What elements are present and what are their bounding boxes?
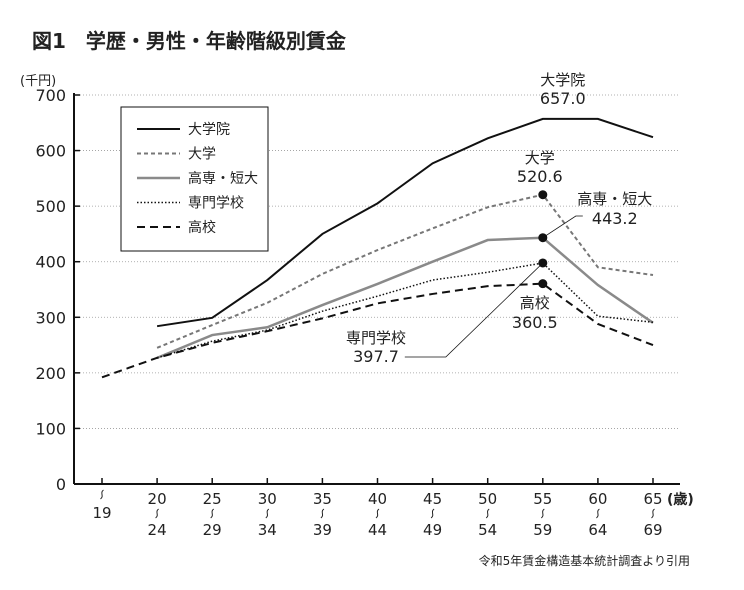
peak-marker [538, 190, 548, 200]
x-tick-label-top: 60 [588, 490, 607, 508]
y-tick-label: 400 [35, 253, 66, 272]
annotation-label: 大学 [525, 149, 555, 167]
x-tick-label-top: 25 [203, 490, 222, 508]
x-tick-label-bottom: 24 [148, 521, 167, 539]
x-tick-wave-icon [155, 508, 159, 519]
x-tick-wave-icon [210, 508, 215, 519]
y-axis-label: (千円) [20, 74, 56, 89]
x-tick-label-top: 20 [148, 490, 167, 508]
x-tick-label-bottom: 19 [92, 504, 111, 522]
chart-title: 図1 学歴・男性・年齢階級別賃金 [32, 29, 347, 53]
annotation-value: 397.7 [353, 347, 399, 366]
annotation-value: 443.2 [592, 209, 638, 228]
x-tick-wave-icon [375, 508, 380, 519]
annotation-value: 360.5 [512, 313, 558, 332]
legend-label: 大学 [188, 147, 216, 163]
annotation-label: 大学院 [540, 71, 585, 89]
annotation-label: 高専・短大 [577, 190, 652, 208]
x-tick-wave-icon [596, 508, 600, 519]
x-tick-wave-icon [320, 508, 325, 519]
x-tick-wave-icon [540, 508, 545, 519]
x-tick-label-top: 50 [478, 490, 497, 508]
x-tick-label-bottom: 34 [258, 521, 277, 539]
legend-label: 高専・短大 [188, 170, 258, 187]
x-tick-label-bottom: 39 [313, 521, 332, 539]
x-tick-label-bottom: 54 [478, 521, 497, 539]
x-tick-label-top: 30 [258, 490, 277, 508]
x-tick-label-bottom: 69 [643, 521, 662, 539]
series-line [101, 282, 654, 379]
y-tick-label: 300 [35, 308, 66, 327]
series-line [156, 236, 654, 360]
x-tick-label-top: 35 [313, 490, 332, 508]
x-tick-wave-icon [651, 508, 655, 519]
y-tick-label: 0 [56, 475, 66, 494]
legend-label: 高校 [188, 219, 216, 236]
peak-marker [538, 279, 548, 289]
x-tick-label-top: 45 [423, 490, 442, 508]
leader-line [404, 262, 544, 358]
x-tick-label-bottom: 29 [203, 521, 222, 539]
legend-label: 大学院 [188, 122, 230, 138]
x-tick-label-top: 40 [368, 490, 387, 508]
x-tick-wave-icon [100, 489, 104, 500]
annotation-value: 520.6 [517, 167, 563, 186]
x-tick-wave-icon [265, 508, 270, 519]
source-note: 令和5年賃金構造基本統計調査より引用 [479, 553, 690, 568]
x-axis-label: (歳) [667, 491, 694, 508]
x-tick-label-top: 65 [643, 490, 662, 508]
x-tick-label-bottom: 59 [533, 521, 552, 539]
x-tick-wave-icon [485, 508, 490, 519]
y-tick-label: 100 [35, 419, 66, 438]
leader-line [542, 215, 583, 239]
annotation-label: 専門学校 [346, 329, 406, 347]
x-tick-label-bottom: 44 [368, 521, 387, 539]
y-tick-label: 500 [35, 197, 66, 216]
y-tick-label: 600 [35, 142, 66, 161]
y-tick-label: 200 [35, 364, 66, 383]
x-tick-wave-icon [430, 508, 435, 519]
annotation-label: 高校 [520, 294, 550, 312]
x-tick-label-bottom: 49 [423, 521, 442, 539]
series-line [156, 117, 654, 328]
y-tick-label: 700 [35, 86, 66, 105]
x-tick-label-top: 55 [533, 490, 552, 508]
annotation-value: 657.0 [540, 89, 586, 108]
legend-label: 専門学校 [188, 195, 244, 212]
x-tick-label-bottom: 64 [588, 521, 607, 539]
